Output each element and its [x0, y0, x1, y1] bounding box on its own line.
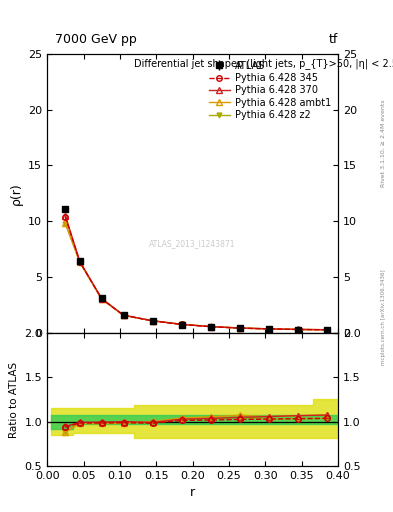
Pythia 6.428 370: [77, 259, 82, 265]
Pythia 6.428 345: [77, 259, 82, 265]
Pythia 6.428 z2: [237, 325, 242, 331]
Line: Pythia 6.428 z2: Pythia 6.428 z2: [63, 221, 329, 332]
X-axis label: r: r: [190, 486, 195, 499]
Pythia 6.428 370: [208, 324, 213, 330]
Pythia 6.428 345: [208, 324, 213, 330]
Pythia 6.428 ambt1: [121, 312, 126, 318]
Pythia 6.428 370: [179, 322, 184, 328]
Pythia 6.428 345: [63, 214, 68, 220]
Pythia 6.428 345: [99, 296, 104, 302]
Pythia 6.428 z2: [179, 322, 184, 328]
Pythia 6.428 ambt1: [179, 321, 184, 327]
Pythia 6.428 370: [296, 326, 300, 332]
Pythia 6.428 370: [121, 312, 126, 318]
Line: Pythia 6.428 370: Pythia 6.428 370: [62, 213, 330, 332]
Pythia 6.428 345: [325, 327, 329, 333]
Pythia 6.428 370: [63, 212, 68, 219]
Pythia 6.428 ambt1: [237, 325, 242, 331]
Pythia 6.428 345: [296, 327, 300, 333]
Pythia 6.428 z2: [150, 318, 155, 324]
Text: 7000 GeV pp: 7000 GeV pp: [55, 33, 137, 46]
Pythia 6.428 ambt1: [150, 317, 155, 324]
Legend: ATLAS, Pythia 6.428 345, Pythia 6.428 370, Pythia 6.428 ambt1, Pythia 6.428 z2: ATLAS, Pythia 6.428 345, Pythia 6.428 37…: [205, 57, 335, 124]
Text: ATLAS_2013_I1243871: ATLAS_2013_I1243871: [149, 239, 236, 248]
Pythia 6.428 z2: [63, 221, 68, 227]
Pythia 6.428 z2: [208, 324, 213, 330]
Pythia 6.428 ambt1: [208, 324, 213, 330]
Pythia 6.428 z2: [266, 326, 271, 332]
Pythia 6.428 ambt1: [77, 259, 82, 265]
Line: Pythia 6.428 ambt1: Pythia 6.428 ambt1: [62, 220, 330, 332]
Y-axis label: ρ(r): ρ(r): [9, 182, 23, 205]
Text: tf: tf: [329, 33, 338, 46]
Pythia 6.428 345: [150, 318, 155, 324]
Line: Pythia 6.428 345: Pythia 6.428 345: [62, 214, 330, 333]
Text: mcplots.cern.ch [arXiv:1306.3436]: mcplots.cern.ch [arXiv:1306.3436]: [381, 270, 386, 365]
Pythia 6.428 z2: [325, 327, 329, 333]
Pythia 6.428 z2: [121, 312, 126, 318]
Pythia 6.428 370: [150, 318, 155, 324]
Pythia 6.428 345: [179, 322, 184, 328]
Pythia 6.428 z2: [77, 260, 82, 266]
Pythia 6.428 345: [237, 325, 242, 331]
Pythia 6.428 ambt1: [266, 326, 271, 332]
Pythia 6.428 ambt1: [63, 220, 68, 226]
Pythia 6.428 ambt1: [325, 327, 329, 333]
Pythia 6.428 ambt1: [99, 296, 104, 302]
Pythia 6.428 345: [121, 312, 126, 318]
Pythia 6.428 345: [266, 326, 271, 332]
Pythia 6.428 ambt1: [296, 326, 300, 332]
Pythia 6.428 z2: [296, 327, 300, 333]
Pythia 6.428 370: [266, 326, 271, 332]
Text: Rivet 3.1.10, ≥ 2.4M events: Rivet 3.1.10, ≥ 2.4M events: [381, 99, 386, 187]
Pythia 6.428 370: [325, 327, 329, 333]
Text: Differential jet shapeρ (light jets, p_{T}>50, |η| < 2.5): Differential jet shapeρ (light jets, p_{…: [134, 58, 393, 69]
Pythia 6.428 z2: [99, 296, 104, 302]
Pythia 6.428 370: [237, 325, 242, 331]
Y-axis label: Ratio to ATLAS: Ratio to ATLAS: [9, 361, 19, 438]
Pythia 6.428 370: [99, 295, 104, 302]
